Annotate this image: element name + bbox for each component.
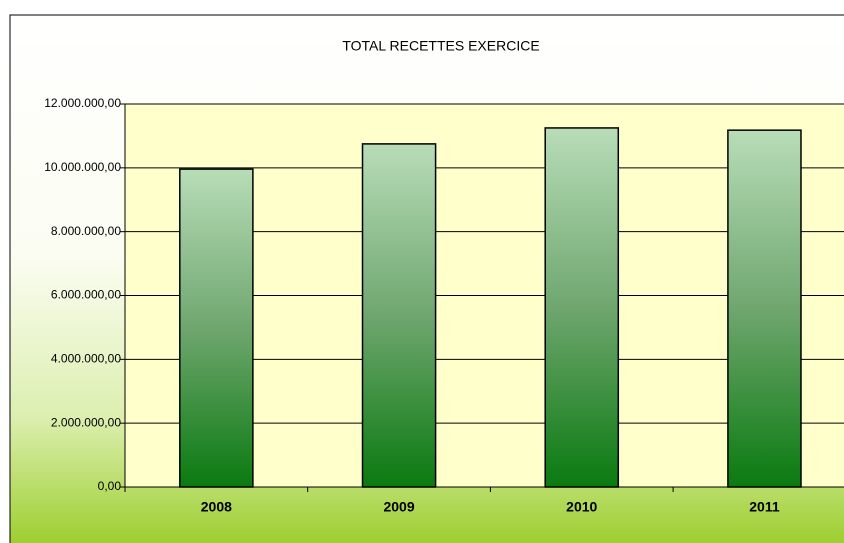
y-tick-label: 6.000.000,00 <box>51 288 121 302</box>
y-tick-label: 12.000.000,00 <box>44 96 121 110</box>
x-tick-label: 2011 <box>749 499 780 515</box>
y-tick-label: 2.000.000,00 <box>51 415 121 429</box>
bar <box>727 129 802 488</box>
y-tick-label: 0,00 <box>98 479 122 493</box>
y-tick-label: 4.000.000,00 <box>51 352 121 366</box>
x-tick-label: 2009 <box>383 499 414 515</box>
chart-title: TOTAL RECETTES EXERCICE <box>342 38 539 54</box>
y-tick-label: 10.000.000,00 <box>44 160 121 174</box>
y-tick-label: 8.000.000,00 <box>51 224 121 238</box>
bar <box>544 127 620 488</box>
bar <box>179 168 254 488</box>
bar <box>361 143 437 488</box>
x-tick-label: 2010 <box>566 499 597 515</box>
x-tick-label: 2008 <box>201 499 232 515</box>
